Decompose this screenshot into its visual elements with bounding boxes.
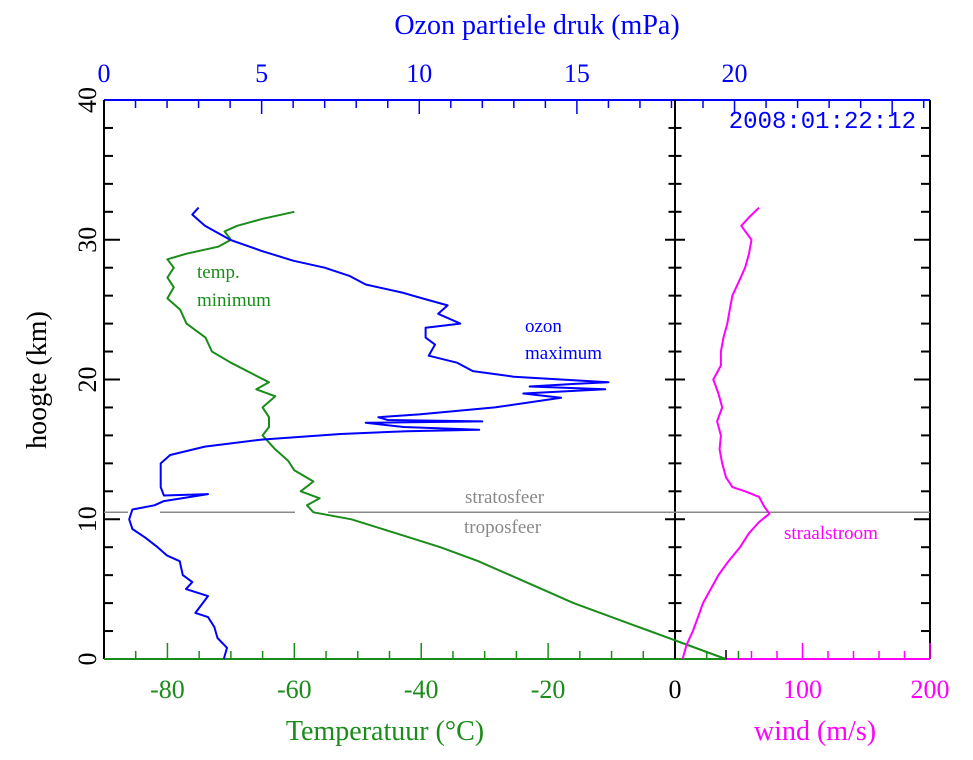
temperature-tick-label: -80 xyxy=(150,675,185,704)
series-wind xyxy=(681,206,771,660)
ozone-tick-label: 20 xyxy=(722,59,748,88)
y-tick-label: 30 xyxy=(73,227,102,253)
wind-axis-title: wind (m/s) xyxy=(754,716,876,747)
y-axis-title: hoogte (km) xyxy=(22,311,53,449)
annotation-maximum: maximum xyxy=(525,343,602,364)
series-ozon xyxy=(128,206,610,660)
annotation-troposfeer: troposfeer xyxy=(464,517,542,538)
timestamp: 2008:01:22:12 xyxy=(729,109,916,136)
y-tick-label: 40 xyxy=(73,87,102,113)
series-lines xyxy=(128,206,771,660)
y-tick-label: 10 xyxy=(73,506,102,532)
plot-frame xyxy=(103,99,931,660)
annotation-ozon: ozon xyxy=(525,316,562,337)
annotation-temp: temp. xyxy=(197,262,240,283)
wind-tick-label: 100 xyxy=(783,675,822,704)
axis-ticks xyxy=(104,100,931,659)
temperature-tick-label: 0 xyxy=(669,675,682,704)
ozone-tick-label: 0 xyxy=(98,59,111,88)
ozone-axis-title: Ozon partiele druk (mPa) xyxy=(394,10,679,41)
ozone-tick-label: 15 xyxy=(564,59,590,88)
temperature-tick-label: -40 xyxy=(404,675,439,704)
y-tick-label: 20 xyxy=(73,367,102,393)
temperature-tick-label: -20 xyxy=(531,675,566,704)
ozone-tick-label: 5 xyxy=(255,59,268,88)
temperature-tick-label: -60 xyxy=(277,675,312,704)
y-tick-label: 0 xyxy=(73,653,102,666)
wind-tick-label: 200 xyxy=(911,675,950,704)
annotation-stratosfeer: stratosfeer xyxy=(465,487,545,508)
ozone-tick-label: 10 xyxy=(406,59,432,88)
temperature-axis-title: Temperatuur (°C) xyxy=(286,716,484,747)
annotation-minimum: minimum xyxy=(197,290,271,311)
series-temperatuur xyxy=(166,210,727,660)
annotation-straalstroom: straalstroom xyxy=(784,523,878,544)
